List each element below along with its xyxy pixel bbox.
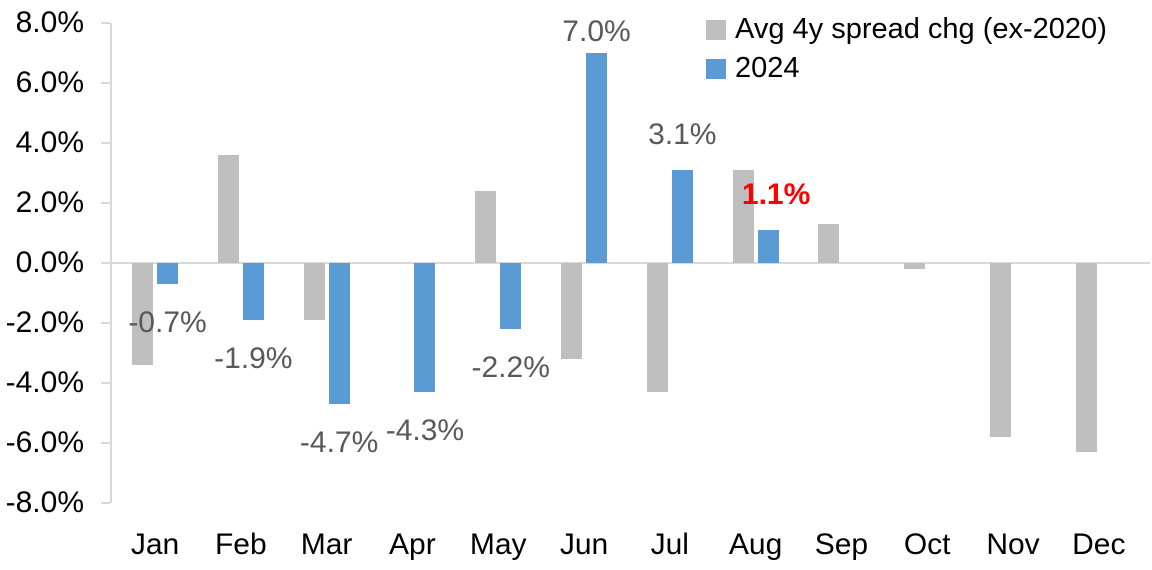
data-label-apr: -4.3% [385, 414, 465, 447]
bar-2024-may[interactable] [500, 263, 522, 329]
y-axis-tick-label: 0.0% [15, 246, 84, 279]
data-label-mar: -4.7% [299, 426, 379, 459]
bar-avg-oct[interactable] [904, 263, 926, 269]
x-axis-tick-label: Sep [814, 528, 869, 561]
legend-swatch-blue-icon [706, 58, 726, 79]
y-axis-tick [101, 142, 110, 144]
x-axis-tick-label: Apr [389, 528, 436, 561]
data-label-jan: -0.7% [128, 306, 207, 339]
y-axis-tick-label: 8.0% [15, 6, 84, 39]
bar-2024-apr[interactable] [414, 263, 436, 392]
y-axis-line [110, 23, 112, 503]
bar-2024-mar[interactable] [328, 263, 350, 404]
x-axis-tick-label: Jan [130, 528, 180, 561]
bar-2024-feb[interactable] [242, 263, 264, 320]
legend-item-avg-4y-spread[interactable]: Avg 4y spread chg (ex-2020) [706, 10, 1107, 49]
bar-avg-aug[interactable] [732, 170, 754, 263]
data-label-jun: 7.0% [562, 15, 631, 48]
zero-gridline [110, 262, 1150, 264]
bar-avg-jan[interactable] [132, 263, 153, 365]
bar-avg-feb[interactable] [217, 155, 239, 263]
y-axis-tick [101, 442, 110, 444]
x-axis-tick-label: Mar [300, 528, 353, 561]
x-axis-tick-label: Jun [559, 528, 609, 561]
x-axis-tick-label: Feb [214, 528, 267, 561]
x-axis-tick-label: Dec [1072, 528, 1126, 561]
y-axis-tick-label: -6.0% [5, 426, 84, 459]
data-label-feb: -1.9% [214, 342, 293, 375]
data-label-may: -2.2% [471, 351, 550, 384]
x-axis-tick-label: Oct [903, 528, 951, 561]
x-axis-tick-label: Nov [986, 528, 1040, 561]
legend-label-avg-4y-spread: Avg 4y spread chg (ex-2020) [735, 13, 1107, 45]
bar-avg-may[interactable] [475, 191, 497, 263]
y-axis-tick-label: -4.0% [5, 366, 84, 399]
bar-2024-aug[interactable] [757, 230, 779, 263]
y-axis-tick-label: -8.0% [5, 486, 84, 519]
y-axis-tick-label: 4.0% [15, 126, 84, 159]
bar-avg-sep[interactable] [818, 224, 840, 263]
bar-avg-jun[interactable] [561, 263, 582, 359]
x-axis-tick-label: Jul [650, 528, 689, 561]
y-axis-tick [101, 262, 110, 264]
bar-avg-dec[interactable] [1075, 263, 1097, 452]
y-axis-tick-label: 2.0% [15, 186, 84, 219]
y-axis-tick [101, 202, 110, 204]
y-axis-tick [101, 322, 110, 324]
y-axis-tick-label: -2.0% [5, 306, 84, 339]
y-axis-tick-label: 6.0% [15, 66, 84, 99]
y-axis-tick [101, 82, 110, 84]
bar-2024-jun[interactable] [586, 53, 607, 263]
y-axis-tick [101, 22, 110, 24]
bar-avg-nov[interactable] [990, 263, 1011, 437]
bar-avg-mar[interactable] [303, 263, 325, 320]
y-axis-tick [101, 502, 110, 504]
data-label-jul: 3.1% [648, 118, 717, 151]
bar-2024-jul[interactable] [671, 170, 693, 263]
x-axis-tick-label: May [469, 528, 527, 561]
legend-swatch-gray-icon [706, 19, 726, 40]
bar-avg-jul[interactable] [646, 263, 668, 392]
legend-label-2024: 2024 [735, 52, 800, 84]
data-label-aug: 1.1% [741, 178, 811, 211]
y-axis-tick [101, 382, 110, 384]
legend-item-2024[interactable]: 2024 [706, 49, 1107, 88]
x-axis-tick-label: Aug [728, 528, 783, 561]
legend: Avg 4y spread chg (ex-2020) 2024 [706, 10, 1107, 88]
bar-2024-jan[interactable] [157, 263, 178, 284]
